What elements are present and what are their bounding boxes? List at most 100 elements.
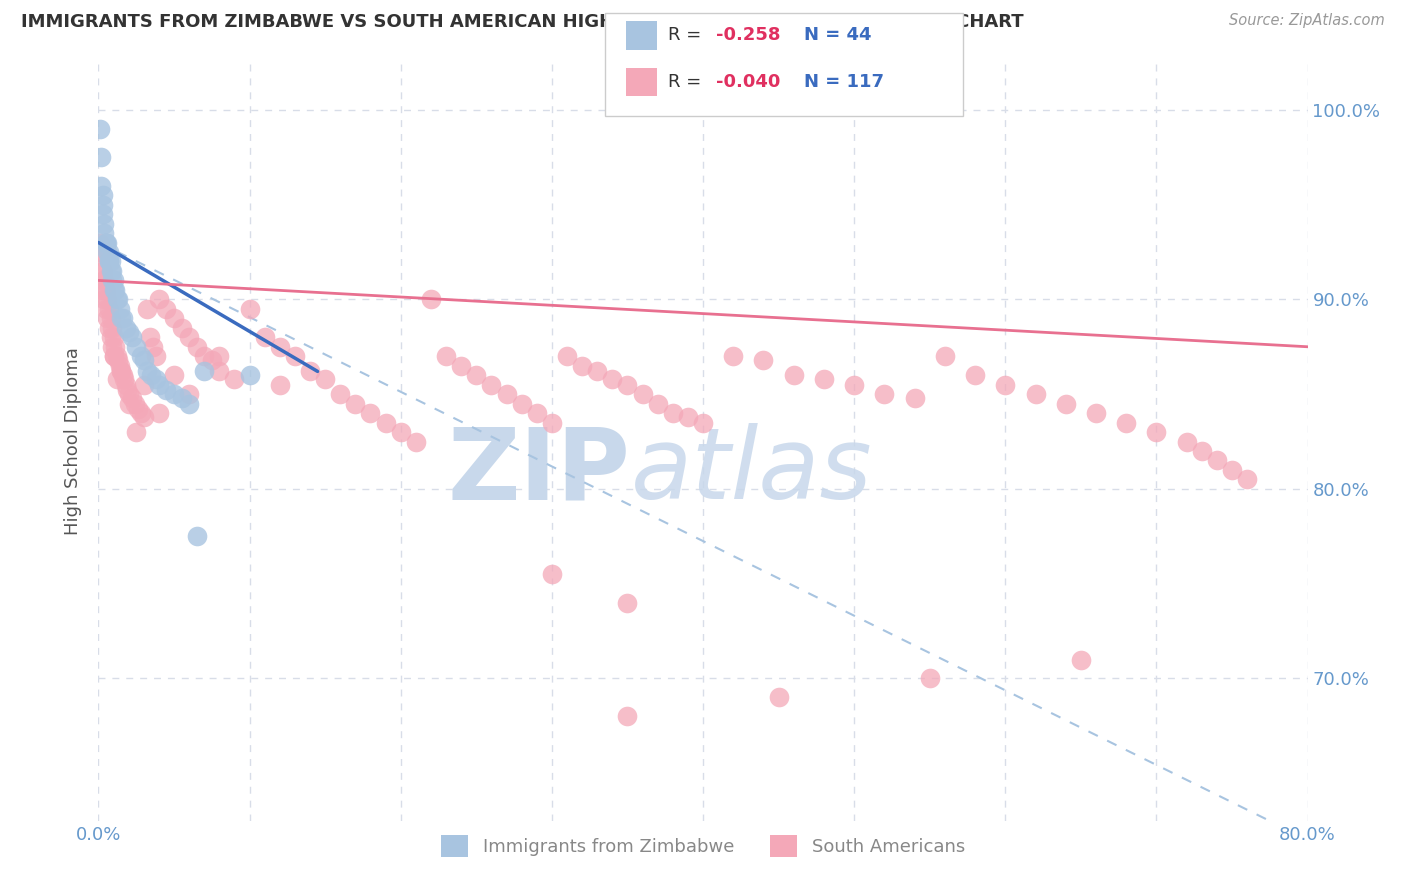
Point (495, 387, 517, 401)
Point (465, 368, 488, 383)
Text: -0.258: -0.258 (716, 26, 780, 45)
Point (100, 311, 122, 326)
Point (90, 150, 112, 164)
Point (813, 372, 835, 386)
Point (676, 409, 699, 424)
Point (91, 188, 114, 202)
Point (555, 349, 578, 363)
Text: -0.040: -0.040 (716, 73, 780, 91)
Point (170, 320, 193, 334)
Point (105, 349, 128, 363)
Point (360, 406, 382, 420)
Point (783, 368, 806, 383)
Point (103, 273, 125, 287)
Point (142, 340, 165, 354)
Point (98, 254, 121, 268)
Point (405, 434, 427, 449)
Point (661, 406, 683, 420)
Text: Source: ZipAtlas.com: Source: ZipAtlas.com (1229, 13, 1385, 29)
Point (125, 425, 148, 439)
Point (96, 293, 118, 307)
Point (96, 244, 118, 259)
Point (93, 293, 115, 307)
Point (125, 340, 148, 354)
Point (135, 301, 157, 316)
Point (107, 293, 129, 307)
Point (193, 364, 215, 378)
Legend: Immigrants from Zimbabwe, South Americans: Immigrants from Zimbabwe, South American… (434, 828, 972, 864)
Point (100, 254, 122, 268)
Point (1024, 387, 1046, 401)
Point (101, 273, 124, 287)
Point (540, 567, 562, 582)
Point (124, 396, 146, 410)
Point (1054, 396, 1077, 410)
Point (148, 406, 170, 420)
Point (602, 372, 624, 386)
Point (768, 690, 790, 705)
Point (98, 320, 121, 334)
Point (239, 368, 262, 383)
Point (934, 349, 956, 363)
Point (148, 377, 170, 392)
Point (135, 364, 157, 378)
Point (170, 391, 193, 405)
Point (118, 325, 141, 339)
Point (93, 273, 115, 287)
Point (1206, 453, 1229, 467)
Point (90, 178, 112, 193)
Point (284, 349, 307, 363)
Point (1144, 425, 1167, 439)
Text: IMMIGRANTS FROM ZIMBABWE VS SOUTH AMERICAN HIGH SCHOOL DIPLOMA CORRELATION CHART: IMMIGRANTS FROM ZIMBABWE VS SOUTH AMERIC… (21, 13, 1024, 31)
Point (94, 301, 117, 316)
Point (110, 364, 132, 378)
Point (89, 121, 111, 136)
Point (110, 311, 132, 326)
Point (186, 529, 208, 543)
Point (186, 340, 208, 354)
Point (91, 264, 114, 278)
Point (121, 391, 143, 405)
Point (526, 406, 548, 420)
Point (692, 416, 714, 430)
Point (647, 396, 669, 410)
Point (108, 359, 131, 373)
Point (179, 330, 201, 344)
Point (98, 254, 121, 268)
Point (121, 330, 143, 344)
Point (163, 311, 186, 326)
Point (141, 368, 163, 383)
Point (208, 364, 231, 378)
Point (163, 387, 186, 401)
Point (94, 235, 117, 250)
Point (193, 349, 215, 363)
Point (103, 349, 125, 363)
Point (91, 283, 114, 297)
Point (616, 709, 638, 723)
Point (1085, 406, 1108, 420)
Point (101, 320, 124, 334)
Point (132, 377, 155, 392)
Point (239, 301, 262, 316)
Point (163, 368, 186, 383)
Point (269, 377, 291, 392)
Point (115, 384, 138, 398)
Point (1175, 434, 1198, 449)
Point (110, 364, 132, 378)
Point (90, 273, 112, 287)
Text: R =: R = (668, 26, 707, 45)
Point (510, 396, 533, 410)
Point (224, 372, 246, 386)
Point (100, 264, 122, 278)
Point (107, 353, 129, 368)
Point (918, 672, 941, 686)
Point (145, 372, 167, 386)
Point (139, 330, 162, 344)
Point (1070, 652, 1092, 666)
Text: atlas: atlas (630, 424, 872, 520)
Point (1115, 416, 1137, 430)
Point (104, 340, 127, 354)
Point (389, 425, 412, 439)
Point (104, 283, 127, 297)
Point (96, 311, 118, 326)
